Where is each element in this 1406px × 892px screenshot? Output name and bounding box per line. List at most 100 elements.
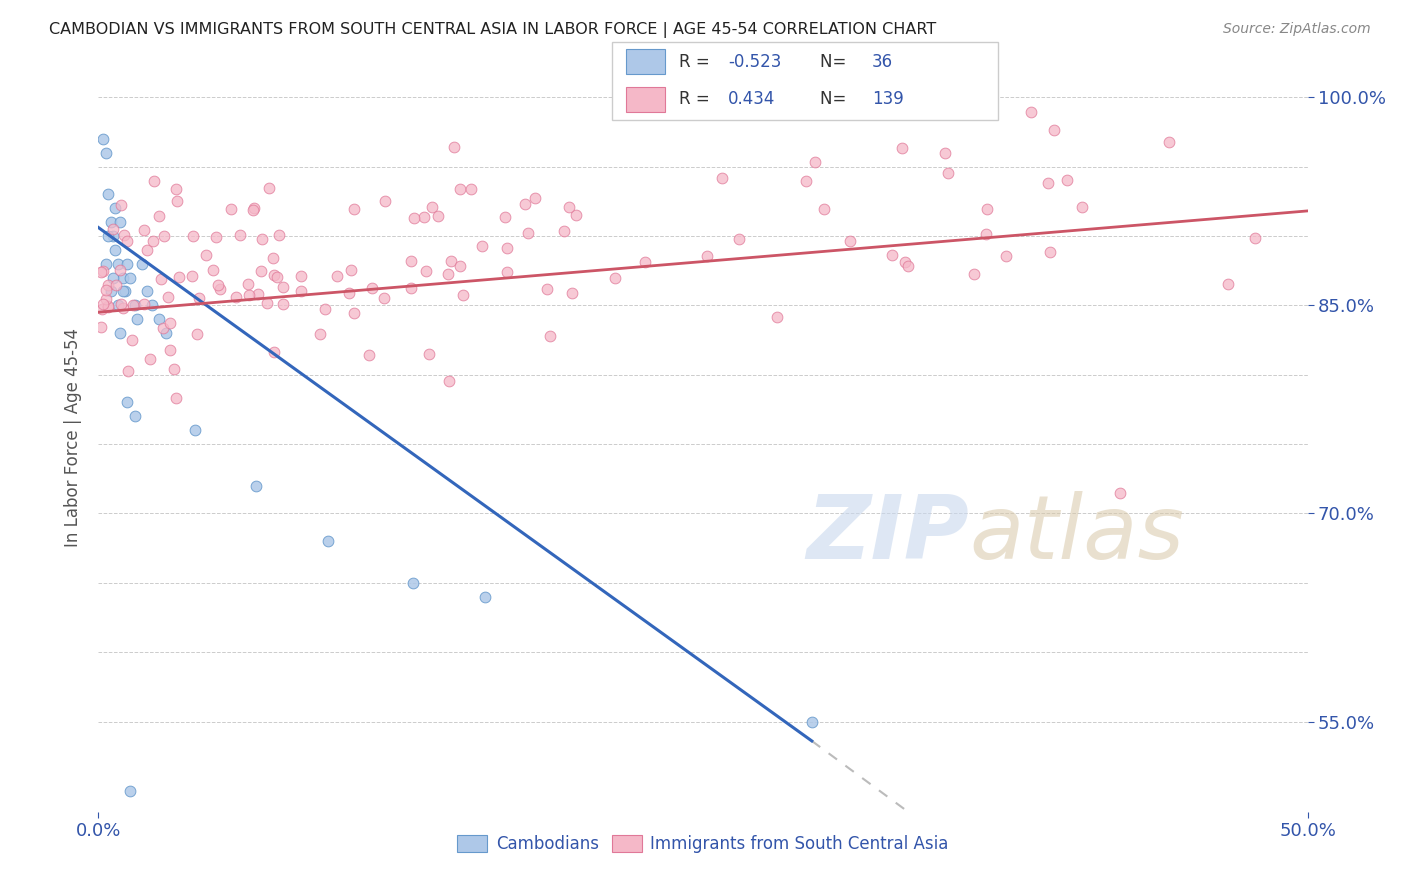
Point — [112, 227, 135, 242]
Text: R =: R = — [679, 53, 716, 70]
Point — [195, 248, 218, 262]
Point — [603, 271, 626, 285]
Point — [152, 321, 174, 335]
Point — [205, 229, 228, 244]
Point — [565, 208, 588, 222]
Point — [104, 243, 127, 257]
Point — [117, 364, 139, 378]
Point — [124, 409, 146, 424]
Point — [108, 215, 131, 229]
Point — [1216, 277, 1239, 291]
Point — [118, 270, 141, 285]
Point — [290, 284, 312, 298]
Point — [165, 391, 187, 405]
Point — [314, 301, 336, 316]
Point — [104, 201, 127, 215]
Point — [634, 255, 657, 269]
Point — [136, 243, 159, 257]
Point — [890, 140, 912, 154]
Point — [399, 254, 422, 268]
Point — [155, 326, 177, 340]
Point — [111, 301, 134, 316]
Point — [97, 299, 120, 313]
Point — [1159, 135, 1181, 149]
Text: 36: 36 — [872, 53, 893, 70]
Point — [800, 714, 823, 729]
Point — [91, 132, 114, 146]
Point — [114, 285, 136, 299]
Point — [495, 265, 517, 279]
Point — [110, 297, 132, 311]
Point — [142, 234, 165, 248]
Point — [308, 327, 330, 342]
Point — [249, 264, 271, 278]
Point — [339, 286, 361, 301]
Point — [976, 202, 998, 217]
Point — [115, 234, 138, 248]
Point — [471, 238, 494, 252]
Point — [121, 333, 143, 347]
Point — [252, 232, 274, 246]
Point — [558, 200, 581, 214]
Point — [449, 259, 471, 273]
Point — [134, 297, 156, 311]
Point — [728, 232, 751, 246]
Point — [166, 194, 188, 209]
Point — [184, 423, 207, 437]
Point — [243, 201, 266, 215]
Point — [118, 784, 141, 798]
Point — [107, 298, 129, 312]
Point — [163, 362, 186, 376]
Bar — [626, 87, 665, 112]
Point — [513, 197, 536, 211]
Point — [236, 277, 259, 291]
Point — [124, 298, 146, 312]
Point — [427, 209, 450, 223]
Point — [110, 198, 132, 212]
Point — [266, 269, 288, 284]
Point — [142, 174, 165, 188]
Point — [536, 282, 558, 296]
Point — [443, 139, 465, 153]
Point — [207, 277, 229, 292]
Point — [813, 202, 835, 216]
Point — [343, 202, 366, 216]
Point — [994, 249, 1017, 263]
Point — [271, 296, 294, 310]
Point — [765, 310, 787, 324]
Point — [91, 297, 114, 311]
Point — [516, 226, 538, 240]
Point — [436, 268, 458, 282]
Point — [135, 285, 157, 299]
Point — [263, 345, 285, 359]
Point — [437, 374, 460, 388]
Point — [103, 222, 125, 236]
Point — [167, 269, 190, 284]
Point — [418, 347, 440, 361]
Point — [238, 287, 260, 301]
Point — [412, 210, 434, 224]
Point — [150, 272, 173, 286]
Point — [262, 251, 284, 265]
Text: N=: N= — [820, 53, 851, 70]
Text: Source: ZipAtlas.com: Source: ZipAtlas.com — [1223, 22, 1371, 37]
Point — [100, 285, 122, 299]
Point — [420, 201, 443, 215]
Point — [90, 301, 112, 316]
Point — [107, 257, 129, 271]
Point — [373, 291, 395, 305]
Point — [399, 281, 422, 295]
Point — [111, 285, 134, 299]
Point — [91, 264, 114, 278]
Point — [141, 298, 163, 312]
Point — [451, 288, 474, 302]
Point — [153, 228, 176, 243]
Text: ZIP: ZIP — [806, 491, 969, 578]
Point — [148, 312, 170, 326]
Point — [101, 228, 124, 243]
Point — [402, 211, 425, 226]
Point — [97, 228, 120, 243]
Point — [105, 277, 128, 292]
Point — [219, 202, 242, 217]
Point — [495, 241, 517, 255]
